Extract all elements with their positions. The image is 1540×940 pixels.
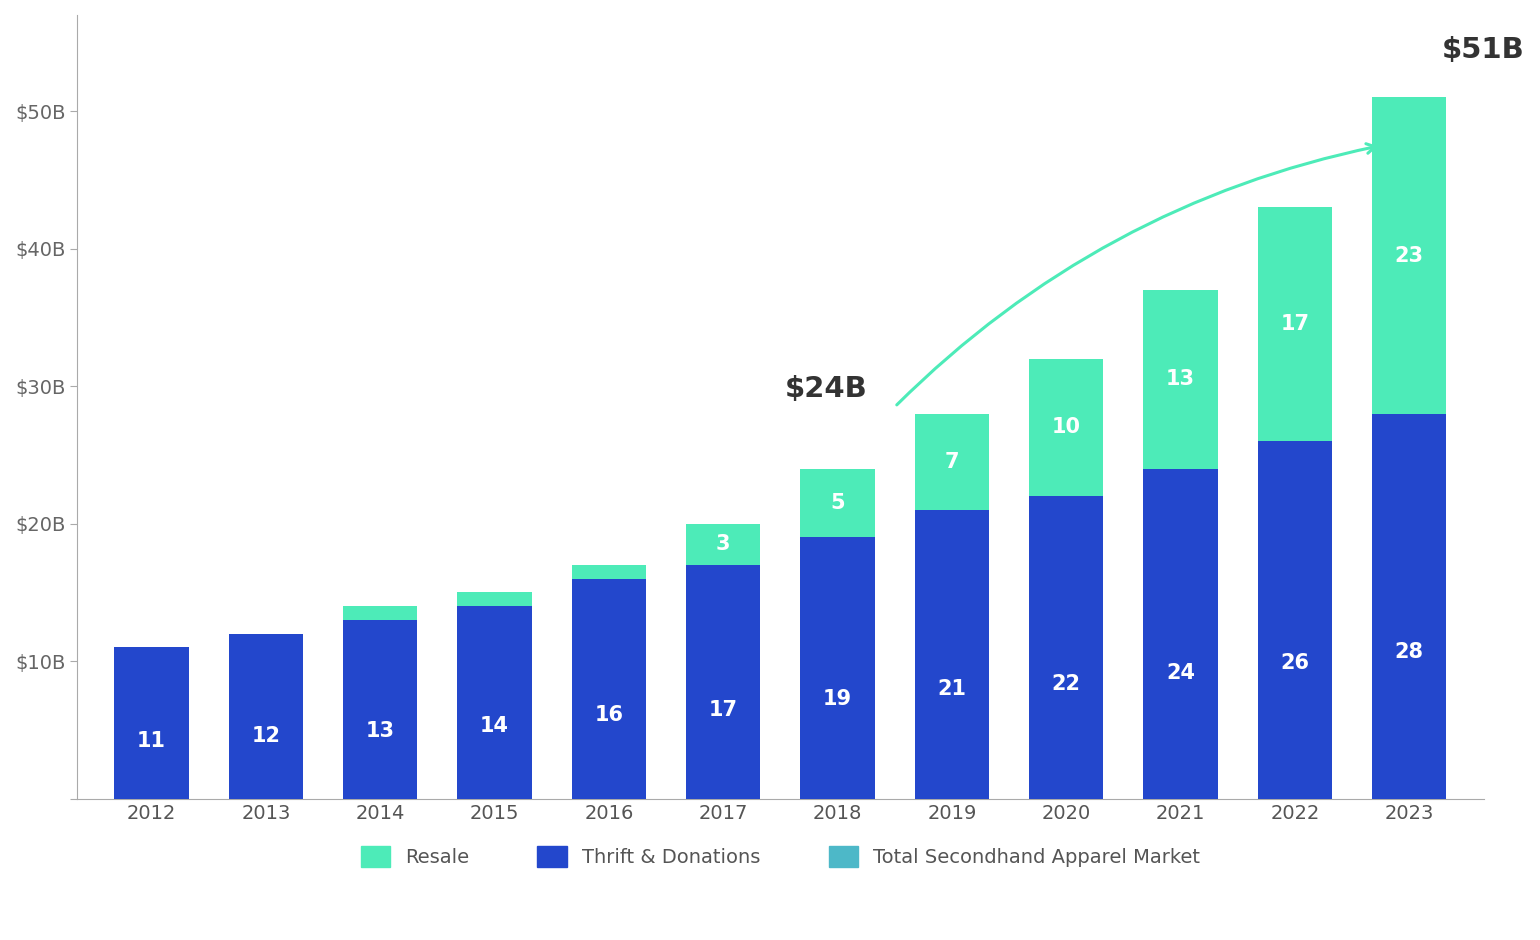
Text: 11: 11 [137,731,166,751]
Text: 16: 16 [594,705,624,725]
Legend: Resale, Thrift & Donations, Total Secondhand Apparel Market: Resale, Thrift & Donations, Total Second… [353,838,1209,875]
Bar [457,592,531,606]
Text: 22: 22 [1052,674,1081,694]
Text: 19: 19 [822,689,852,710]
Bar [343,620,417,799]
Text: 13: 13 [1166,369,1195,389]
Text: 28: 28 [1395,642,1424,663]
Text: 12: 12 [251,726,280,746]
Bar [915,414,989,510]
Bar [457,606,531,799]
Text: $24B: $24B [785,375,867,402]
Text: 23: 23 [1395,245,1424,266]
Bar [801,469,875,538]
Text: 5: 5 [830,494,845,513]
Bar [1258,208,1332,441]
Text: 10: 10 [1052,417,1081,437]
Bar [571,565,647,579]
Bar [1258,441,1332,799]
Bar [1029,496,1104,799]
Bar [229,634,303,799]
Text: 7: 7 [944,452,959,472]
Bar [571,579,647,799]
Bar [114,648,189,799]
Text: 13: 13 [367,721,394,741]
Text: 21: 21 [938,679,967,699]
Text: 26: 26 [1280,653,1309,673]
Bar [687,565,761,799]
Text: 24: 24 [1166,664,1195,683]
Bar [801,538,875,799]
Bar [1144,469,1218,799]
Bar [915,510,989,799]
Text: 3: 3 [716,534,730,555]
Text: 17: 17 [708,700,738,720]
Text: 17: 17 [1280,314,1309,335]
Bar [1372,414,1446,799]
Text: $51B: $51B [1443,36,1525,64]
Bar [687,524,761,565]
Bar [343,606,417,620]
Bar [1372,98,1446,414]
Bar [1144,290,1218,469]
Text: 14: 14 [480,715,510,736]
Bar [1029,359,1104,496]
